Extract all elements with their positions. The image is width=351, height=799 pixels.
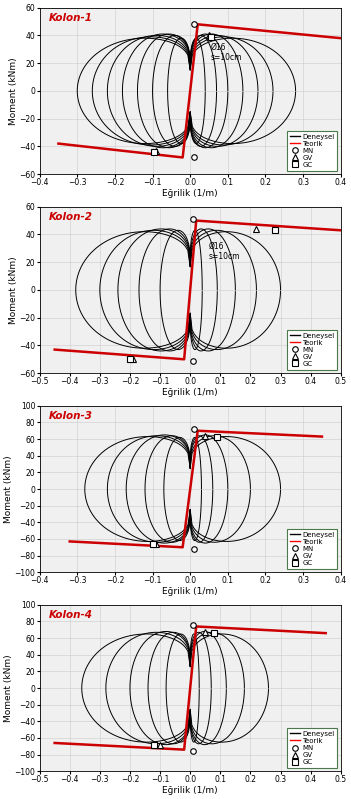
Text: Kolon-4: Kolon-4: [49, 610, 93, 620]
Y-axis label: Moment (kNm): Moment (kNm): [9, 57, 18, 125]
Text: Ø16
s=10cm: Ø16 s=10cm: [208, 241, 240, 260]
Text: Ø16
s=10cm: Ø16 s=10cm: [211, 42, 243, 62]
Text: Kolon-1: Kolon-1: [49, 13, 93, 22]
Text: Kolon-3: Kolon-3: [49, 411, 93, 421]
X-axis label: Eğrilik (1/m): Eğrilik (1/m): [163, 388, 218, 397]
Legend: Deneysel, Teorik, MN, GV, GC: Deneysel, Teorik, MN, GV, GC: [287, 529, 337, 569]
Y-axis label: Moment (kNm): Moment (kNm): [4, 654, 13, 721]
Legend: Deneysel, Teorik, MN, GV, GC: Deneysel, Teorik, MN, GV, GC: [287, 728, 337, 768]
Legend: Deneysel, Teorik, MN, GV, GC: Deneysel, Teorik, MN, GV, GC: [287, 131, 337, 171]
X-axis label: Eğrilik (1/m): Eğrilik (1/m): [163, 189, 218, 197]
Legend: Deneysel, Teorik, MN, GV, GC: Deneysel, Teorik, MN, GV, GC: [287, 330, 337, 370]
Y-axis label: Moment (kNm): Moment (kNm): [4, 455, 13, 523]
X-axis label: Eğrilik (1/m): Eğrilik (1/m): [163, 786, 218, 795]
X-axis label: Eğrilik (1/m): Eğrilik (1/m): [163, 586, 218, 596]
Y-axis label: Moment (kNm): Moment (kNm): [9, 256, 18, 324]
Text: Kolon-2: Kolon-2: [49, 212, 93, 221]
